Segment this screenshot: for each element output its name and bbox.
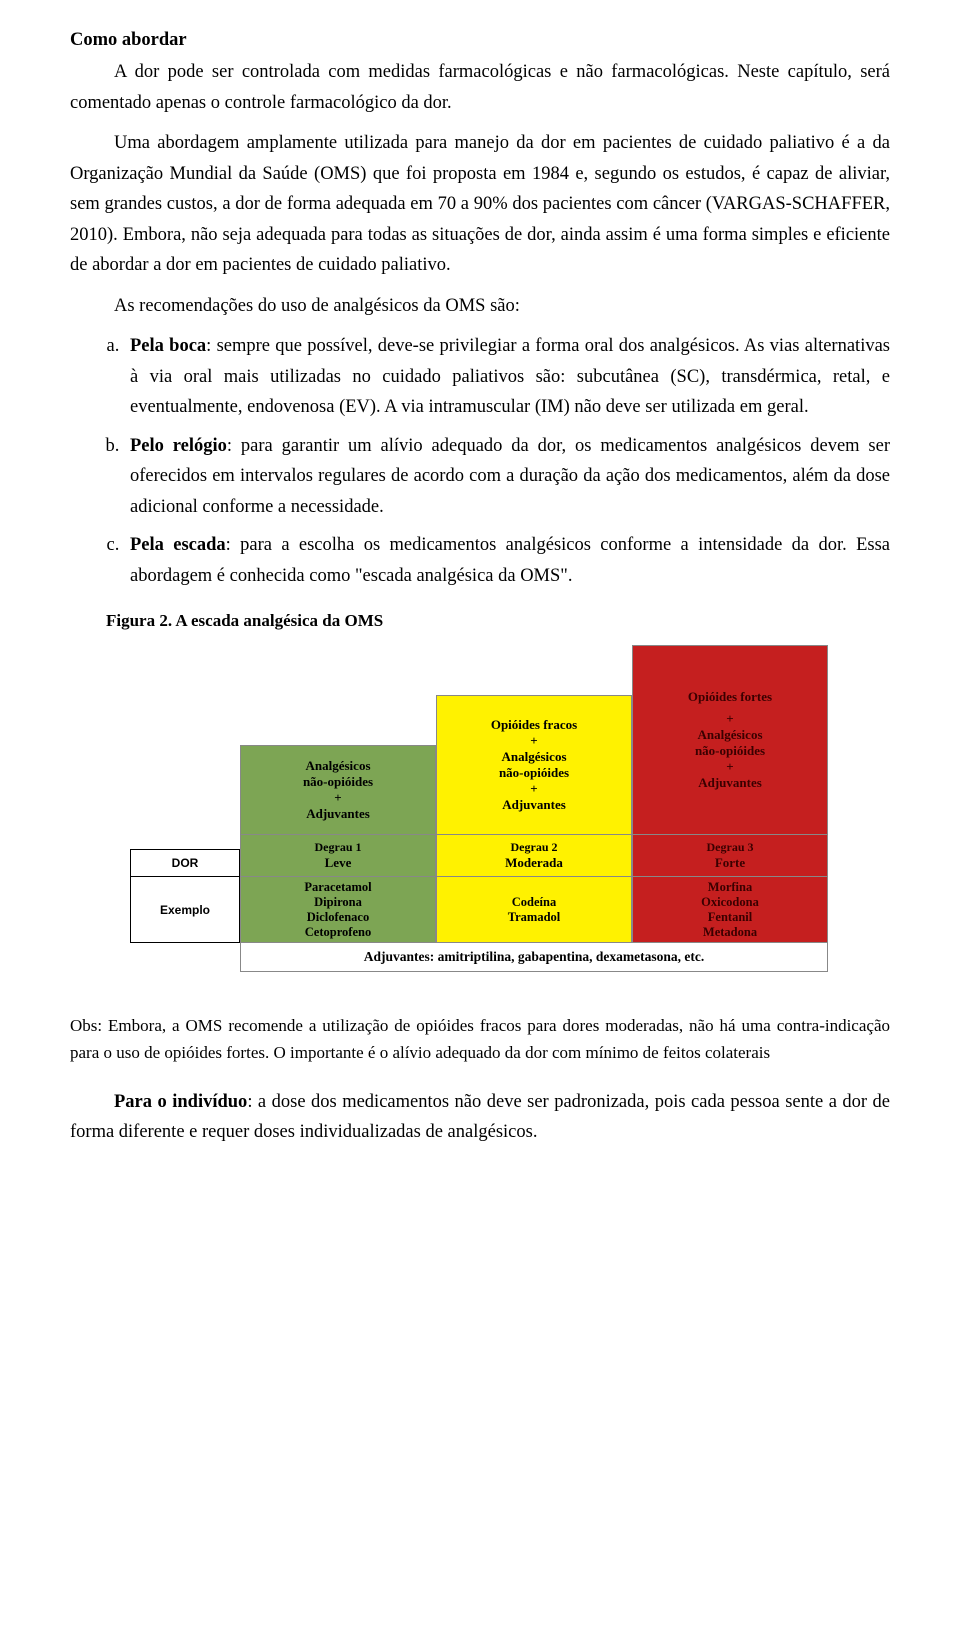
row-label-dor: DOR — [130, 849, 240, 877]
figure-caption: Figura 2. A escada analgésica da OMS — [70, 611, 890, 631]
document-page: Como abordar A dor pode ser controlada c… — [0, 0, 960, 1208]
degrau-label: Degrau 1 — [315, 840, 362, 855]
row-label-exemplo: Exemplo — [130, 877, 240, 943]
step2-examples: Codeína Tramadol — [436, 877, 632, 943]
intensity-label: Leve — [325, 855, 352, 871]
step-line: Analgésicos — [502, 749, 567, 765]
example-drug: Cetoprofeno — [305, 925, 371, 940]
degrau-label: Degrau 2 — [511, 840, 558, 855]
example-drug: Oxicodona — [701, 895, 759, 910]
step-line: Adjuvantes — [698, 775, 762, 791]
list-item-text: : para garantir um alívio adequado da do… — [130, 436, 890, 517]
step1-examples: Paracetamol Dipirona Diclofenaco Cetopro… — [240, 877, 436, 943]
step-line: não-opióides — [695, 743, 765, 759]
example-drug: Codeína — [512, 895, 556, 910]
example-drug: Metadona — [703, 925, 757, 940]
intensity-label: Forte — [715, 855, 745, 871]
step-line: + — [726, 711, 733, 727]
step-line: Analgésicos — [698, 727, 763, 743]
ladder-step-3: Opióides fortes + Analgésicos não-opióid… — [632, 645, 828, 943]
section-heading: Como abordar — [70, 30, 890, 51]
list-item-bold: Pela escada — [130, 535, 226, 555]
step-line: Analgésicos — [306, 758, 371, 774]
example-drug: Paracetamol — [304, 880, 371, 895]
recommendations-list: Pela boca: sempre que possível, deve-se … — [70, 331, 890, 591]
degrau-label: Degrau 3 — [707, 840, 754, 855]
paragraph-1: A dor pode ser controlada com medidas fa… — [70, 57, 890, 118]
paragraph-2: Uma abordagem amplamente utilizada para … — [70, 128, 890, 281]
step-line: Opióides fortes — [688, 689, 772, 705]
example-drug: Diclofenaco — [307, 910, 369, 925]
note-bold-lead: Para o indivíduo — [114, 1092, 247, 1112]
step3-examples: Morfina Oxicodona Fentanil Metadona — [632, 877, 828, 943]
ladder-step-1: Analgésicos não-opióides + Adjuvantes De… — [240, 745, 436, 943]
example-drug: Tramadol — [508, 910, 561, 925]
step1-degrau: Degrau 1 Leve — [240, 835, 436, 877]
step2-top: Opióides fracos + Analgésicos não-opióid… — [436, 695, 632, 835]
step-line: Adjuvantes — [306, 806, 370, 822]
list-item-text: : sempre que possível, deve-se privilegi… — [130, 336, 890, 417]
step-line: não-opióides — [499, 765, 569, 781]
note-individual: Para o indivíduo: a dose dos medicamento… — [70, 1087, 890, 1148]
step-line: Adjuvantes — [502, 797, 566, 813]
list-item-bold: Pela boca — [130, 336, 206, 356]
adjuvants-note: Adjuvantes: amitriptilina, gabapentina, … — [240, 943, 828, 972]
example-drug: Fentanil — [708, 910, 752, 925]
list-item-bold: Pelo relógio — [130, 436, 227, 456]
step-line: + — [726, 759, 733, 775]
example-drug: Dipirona — [314, 895, 362, 910]
list-item: Pela escada: para a escolha os medicamen… — [124, 530, 890, 591]
step-line: + — [530, 733, 537, 749]
paragraph-3: As recomendações do uso de analgésicos d… — [70, 291, 890, 322]
analgesic-ladder-diagram: DOR Exemplo Analgésicos não-opióides + A… — [130, 645, 830, 972]
intensity-label: Moderada — [505, 855, 563, 871]
list-item: Pela boca: sempre que possível, deve-se … — [124, 331, 890, 423]
list-item-text: : para a escolha os medicamentos analgés… — [130, 535, 890, 586]
step-line: + — [334, 790, 341, 806]
step3-top: Opióides fortes + Analgésicos não-opióid… — [632, 645, 828, 835]
step2-degrau: Degrau 2 Moderada — [436, 835, 632, 877]
ladder-row-labels: DOR Exemplo — [130, 835, 240, 943]
ladder-step-2: Opióides fracos + Analgésicos não-opióid… — [436, 695, 632, 943]
list-item: Pelo relógio: para garantir um alívio ad… — [124, 431, 890, 523]
step-line: + — [530, 781, 537, 797]
step1-top: Analgésicos não-opióides + Adjuvantes — [240, 745, 436, 835]
example-drug: Morfina — [708, 880, 752, 895]
step-line: Opióides fracos — [491, 717, 577, 733]
step-line: não-opióides — [303, 774, 373, 790]
observation-text: Obs: Embora, a OMS recomende a utilizaçã… — [70, 1012, 890, 1066]
step3-degrau: Degrau 3 Forte — [632, 835, 828, 877]
